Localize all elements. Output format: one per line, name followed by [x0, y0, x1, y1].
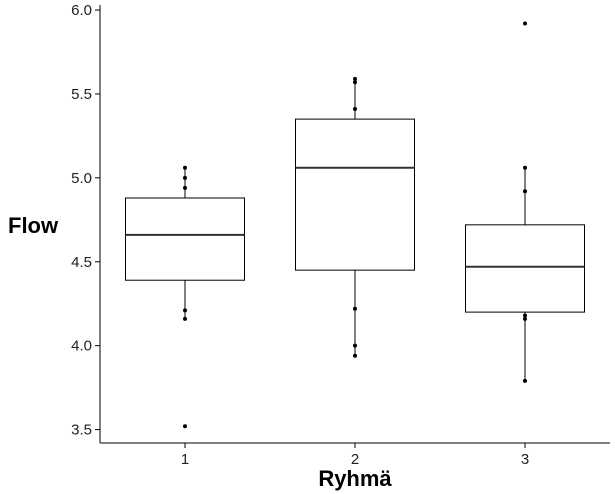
data-point	[353, 80, 357, 85]
data-point	[523, 313, 527, 318]
data-point	[523, 316, 527, 321]
data-point	[523, 189, 527, 194]
x-axis-title: Ryhmä	[318, 466, 392, 491]
data-point	[353, 353, 357, 358]
y-tick-label: 5.0	[71, 170, 92, 187]
data-point	[353, 306, 357, 311]
y-tick-label: 3.5	[71, 422, 92, 439]
y-axis-title: Flow	[8, 213, 59, 238]
box-groups	[125, 21, 585, 429]
data-point	[183, 308, 187, 313]
iqr-box	[295, 118, 415, 271]
data-point	[183, 185, 187, 190]
iqr-box	[125, 197, 245, 281]
data-point	[353, 107, 357, 112]
box-group-3	[465, 21, 585, 383]
data-point	[353, 76, 357, 81]
box-group-2	[295, 76, 415, 358]
box-group-1	[125, 165, 245, 429]
y-axis-ticks: 3.5 4.0 4.5 5.0 5.5 6.0	[71, 2, 100, 439]
x-axis-ticks: 1 2 3	[181, 443, 529, 468]
data-point	[523, 165, 527, 170]
iqr-box	[465, 224, 585, 313]
data-point	[353, 343, 357, 348]
y-tick-label: 4.5	[71, 254, 92, 271]
data-point	[523, 378, 527, 383]
y-tick-label: 4.0	[71, 338, 92, 355]
x-tick-label: 3	[521, 451, 529, 468]
data-point	[523, 21, 527, 26]
data-point	[183, 424, 187, 429]
data-point	[183, 175, 187, 180]
data-point	[183, 165, 187, 170]
y-tick-label: 5.5	[71, 86, 92, 103]
data-point	[183, 316, 187, 321]
y-tick-label: 6.0	[71, 2, 92, 19]
x-tick-label: 1	[181, 451, 189, 468]
x-tick-label: 2	[351, 451, 359, 468]
